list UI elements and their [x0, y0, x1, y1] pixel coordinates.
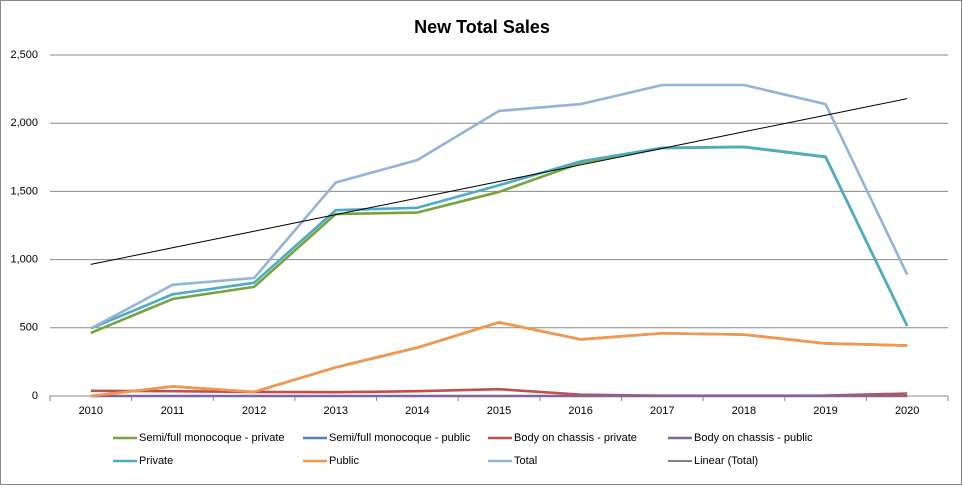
y-tick-label: 1,500: [10, 185, 38, 197]
series-line: [90, 145, 909, 330]
x-tick-label: 2014: [405, 405, 429, 417]
legend-label: Private: [139, 455, 173, 467]
y-tick-label: 2,000: [10, 117, 38, 129]
x-tick-label: 2018: [732, 405, 756, 417]
y-tick-label: 1,000: [10, 254, 38, 266]
legend-label: Body on chassis - private: [514, 432, 637, 444]
y-tick-label: 500: [20, 322, 38, 334]
x-tick-label: 2016: [568, 405, 592, 417]
series-line: [90, 98, 908, 265]
legend-label: Public: [329, 455, 359, 467]
x-tick-label: 2010: [79, 405, 103, 417]
x-tick-label: 2019: [813, 405, 837, 417]
y-tick-label: 2,500: [10, 49, 38, 61]
x-tick-label: 2013: [323, 405, 347, 417]
legend-label: Linear (Total): [694, 455, 758, 467]
x-tick-label: 2011: [161, 405, 185, 417]
x-tick-label: 2017: [650, 405, 674, 417]
series-line: [90, 321, 908, 398]
series-line: [90, 83, 909, 330]
x-tick-label: 2020: [895, 405, 919, 417]
x-tick-label: 2012: [242, 405, 266, 417]
legend-label: Body on chassis - public: [694, 432, 813, 444]
legend-label: Semi/full monocoque - private: [139, 432, 285, 444]
legend-label: Total: [514, 455, 537, 467]
legend-label: Semi/full monocoque - public: [329, 432, 471, 444]
y-tick-label: 0: [32, 390, 38, 402]
x-tick-label: 2015: [487, 405, 511, 417]
chart-title: New Total Sales: [414, 17, 550, 37]
